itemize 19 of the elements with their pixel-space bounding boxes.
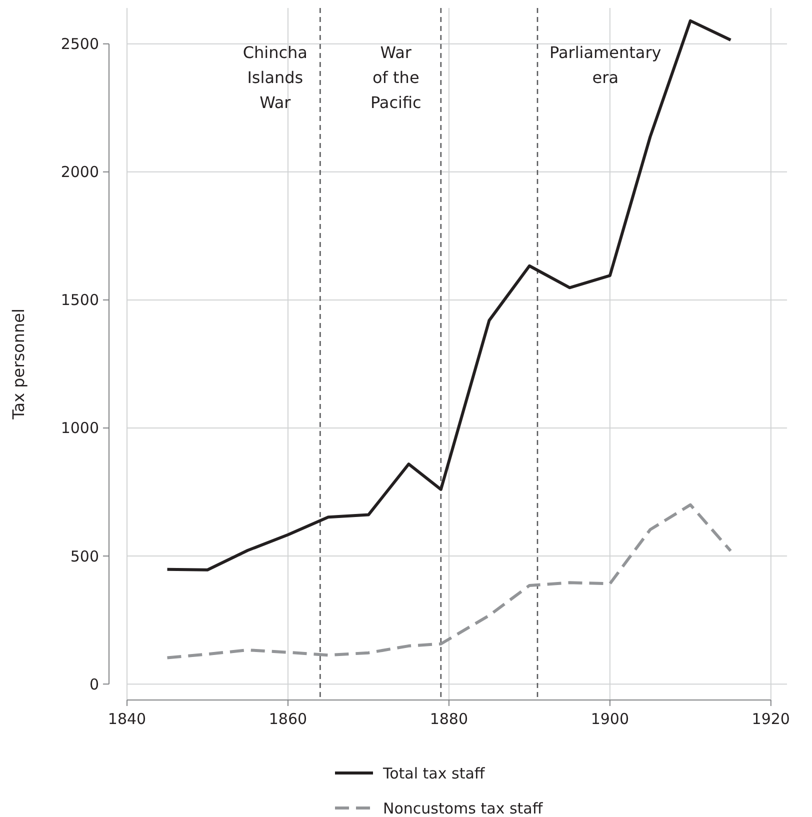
legend-label: Noncustoms tax staff — [383, 799, 544, 817]
legend-label: Total tax staff — [382, 764, 486, 782]
x-tick-label: 1840 — [108, 710, 146, 728]
x-tick-label: 1880 — [430, 710, 468, 728]
y-tick-label: 2500 — [60, 35, 99, 54]
x-tick-label: 1920 — [752, 710, 790, 728]
ref-line-label: War of the Pacific — [370, 43, 422, 112]
x-tick-label: 1900 — [590, 710, 630, 728]
line-series — [166, 19, 732, 572]
y-tick-label: 0 — [89, 675, 99, 694]
line-series — [166, 503, 732, 660]
y-tick-label: 2000 — [60, 163, 99, 182]
ref-line-label: Parliamentary era — [550, 43, 662, 87]
y-tick-label: 1500 — [60, 291, 99, 310]
y-axis-title: Tax personnel — [9, 308, 28, 420]
ref-line-label: Chincha Islands War — [242, 43, 308, 112]
y-tick-label: 500 — [70, 547, 99, 566]
y-tick-label: 1000 — [60, 419, 99, 438]
x-tick-label: 1860 — [268, 710, 308, 728]
